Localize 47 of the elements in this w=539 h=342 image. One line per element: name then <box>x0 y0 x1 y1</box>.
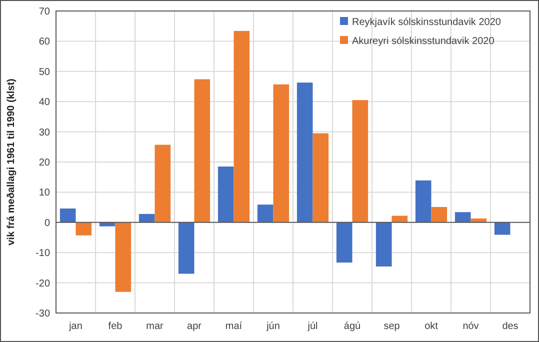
x-tick-label: jún <box>266 321 280 332</box>
bar <box>154 144 171 222</box>
y-tick-label: -30 <box>36 308 50 320</box>
y-tick-label: -10 <box>36 248 50 260</box>
x-tick-label: nóv <box>462 321 479 332</box>
y-tick-label: 20 <box>38 158 50 168</box>
bar <box>138 214 155 222</box>
bar <box>194 79 210 222</box>
x-tick-label: ágú <box>344 321 361 332</box>
bar <box>431 207 448 222</box>
bar <box>218 166 234 222</box>
x-tick-label: jan <box>68 321 82 332</box>
bar <box>336 222 352 263</box>
bar <box>454 212 471 222</box>
bar <box>273 84 290 222</box>
bar <box>99 222 116 226</box>
bar <box>178 222 194 274</box>
legend-label: Akureyri sólskinsstundavik 2020 <box>352 36 495 47</box>
legend-label: Reykjavík sólskinsstundavik 2020 <box>352 17 502 28</box>
x-tick-label: feb <box>108 321 123 332</box>
bar <box>376 222 392 266</box>
bar <box>494 222 510 235</box>
bar <box>60 208 76 222</box>
y-tick-label: 50 <box>38 66 50 78</box>
y-axis-title: vik frá meðallagi 1961 til 1990 (klst) <box>6 78 17 246</box>
y-tick-label: 30 <box>38 127 50 138</box>
x-tick-label: des <box>502 321 518 332</box>
y-tick-label: 0 <box>44 218 50 229</box>
y-tick-label: 10 <box>38 188 50 199</box>
x-tick-label: júl <box>306 321 318 332</box>
x-tick-label: okt <box>424 321 438 332</box>
x-tick-label: sep <box>384 321 400 332</box>
bar <box>234 30 250 222</box>
bar <box>296 82 313 222</box>
y-tick-label: 60 <box>38 36 50 48</box>
y-tick-label: 70 <box>38 6 50 18</box>
x-tick-label: maí <box>225 321 242 332</box>
bar <box>415 180 432 222</box>
bar <box>312 133 329 222</box>
y-tick-label: -20 <box>36 278 50 290</box>
bar <box>115 222 132 292</box>
bar <box>76 222 92 236</box>
bar <box>352 100 368 222</box>
y-tick-label: 40 <box>38 97 50 108</box>
x-tick-label: apr <box>187 321 202 332</box>
x-tick-label: mar <box>146 321 164 332</box>
bar <box>257 204 274 222</box>
